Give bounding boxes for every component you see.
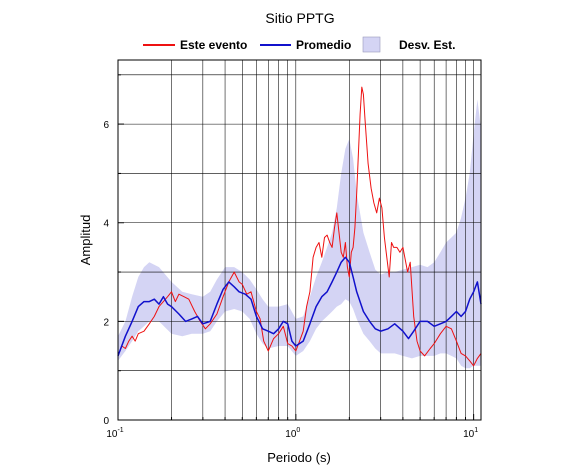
std-dev-band (118, 99, 481, 369)
x-axis-label: Periodo (s) (267, 450, 331, 465)
y-tick-label: 0 (103, 416, 109, 427)
grid-layer (118, 60, 481, 420)
legend-swatch-desv-est (362, 36, 381, 53)
x-tick-label: 100 (285, 427, 300, 440)
band-layer (118, 99, 481, 369)
tick-layer: 10-1 100 101 0 2 4 6 (103, 74, 478, 440)
y-tick-label: 2 (103, 317, 109, 328)
series-line-este-evento (117, 86, 482, 367)
y-tick-label: 4 (103, 219, 109, 230)
plot-frame (117, 59, 482, 421)
legend-label-desv-est: Desv. Est. (399, 38, 455, 52)
x-tick-label: 10-1 (106, 427, 123, 440)
y-axis-label: Amplitud (78, 215, 93, 266)
x-tick-label: 101 (463, 427, 478, 440)
y-tick-label: 6 (103, 120, 109, 131)
series-layer (117, 86, 482, 367)
legend: Este evento Promedio Desv. Est. (143, 36, 455, 53)
legend-label-este-evento: Este evento (180, 38, 247, 52)
series-line-promedio (117, 256, 482, 357)
chart-title: Sitio PPTG (265, 10, 334, 26)
legend-label-promedio: Promedio (296, 38, 351, 52)
